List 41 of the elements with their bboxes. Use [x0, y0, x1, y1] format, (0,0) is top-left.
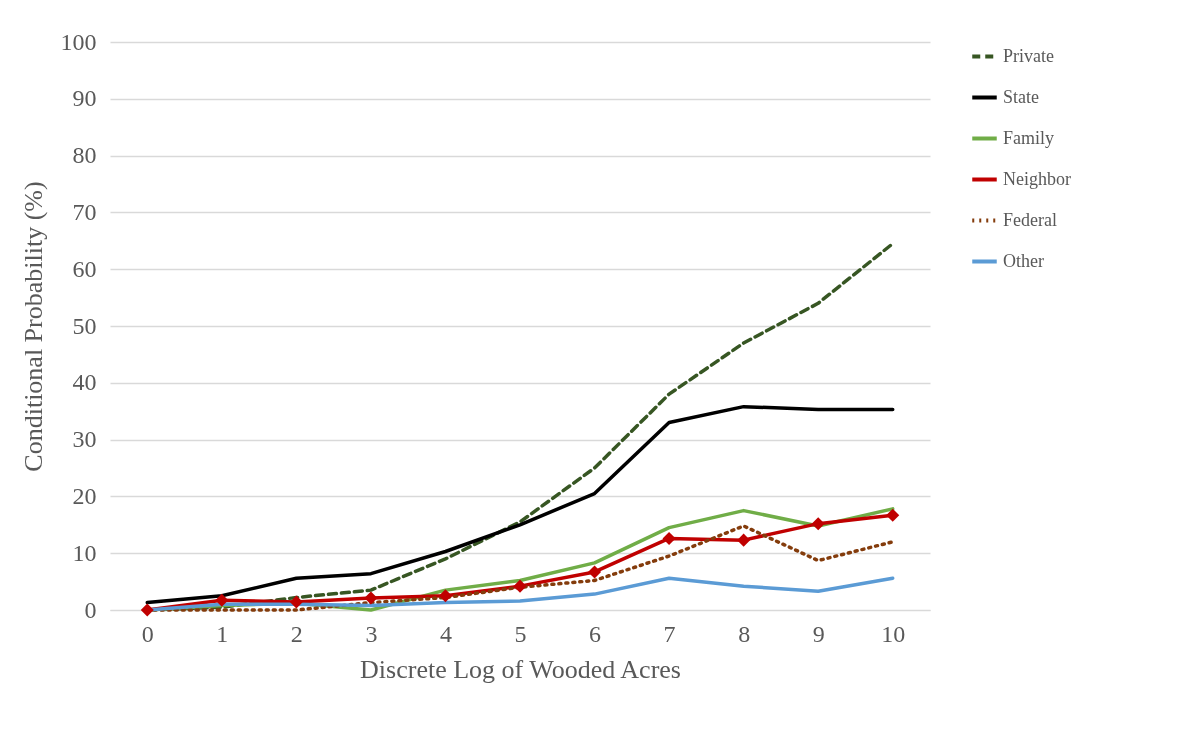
x-axis-title: Discrete Log of Wooded Acres — [360, 654, 681, 684]
y-tick-label: 30 — [72, 426, 97, 453]
y-tick-label: 100 — [60, 28, 97, 55]
x-tick-label: 8 — [738, 620, 751, 647]
x-tick-label: 0 — [141, 620, 154, 647]
y-axis-title: Conditional Probability (%) — [18, 181, 48, 472]
x-tick-label: 5 — [514, 620, 527, 647]
point — [513, 579, 527, 593]
point — [364, 591, 378, 605]
point — [215, 593, 229, 607]
point — [811, 517, 825, 531]
x-tick-label: 7 — [663, 620, 676, 647]
legend-label: Private — [1003, 45, 1054, 66]
y-tick-label: 40 — [72, 369, 97, 396]
x-tick-label: 3 — [365, 620, 378, 647]
x-tick-label: 6 — [589, 620, 602, 647]
x-tick-label: 10 — [881, 620, 906, 647]
y-tick-label: 70 — [72, 198, 97, 225]
x-tick-label: 9 — [812, 620, 825, 647]
point — [289, 595, 303, 609]
y-tick-label: 0 — [84, 596, 97, 623]
point — [737, 533, 751, 547]
legend-label: State — [1003, 86, 1039, 107]
x-tick-label: 1 — [216, 620, 229, 647]
legend-label: Other — [1003, 250, 1044, 271]
point — [588, 565, 602, 579]
y-tick-label: 90 — [72, 85, 97, 112]
y-tick-label: 10 — [72, 539, 97, 566]
legend-label: Family — [1003, 127, 1055, 148]
point — [662, 531, 676, 545]
x-tick-label: 4 — [439, 620, 452, 647]
y-tick-label: 80 — [72, 142, 97, 169]
legend-label: Federal — [1003, 209, 1057, 230]
point — [886, 508, 900, 522]
x-tick-label: 2 — [290, 620, 303, 647]
y-tick-label: 20 — [72, 482, 97, 509]
y-tick-label: 50 — [72, 312, 97, 339]
y-tick-label: 60 — [72, 255, 97, 282]
legend-label: Neighbor — [1003, 168, 1071, 189]
point — [140, 603, 154, 617]
point — [438, 589, 452, 603]
